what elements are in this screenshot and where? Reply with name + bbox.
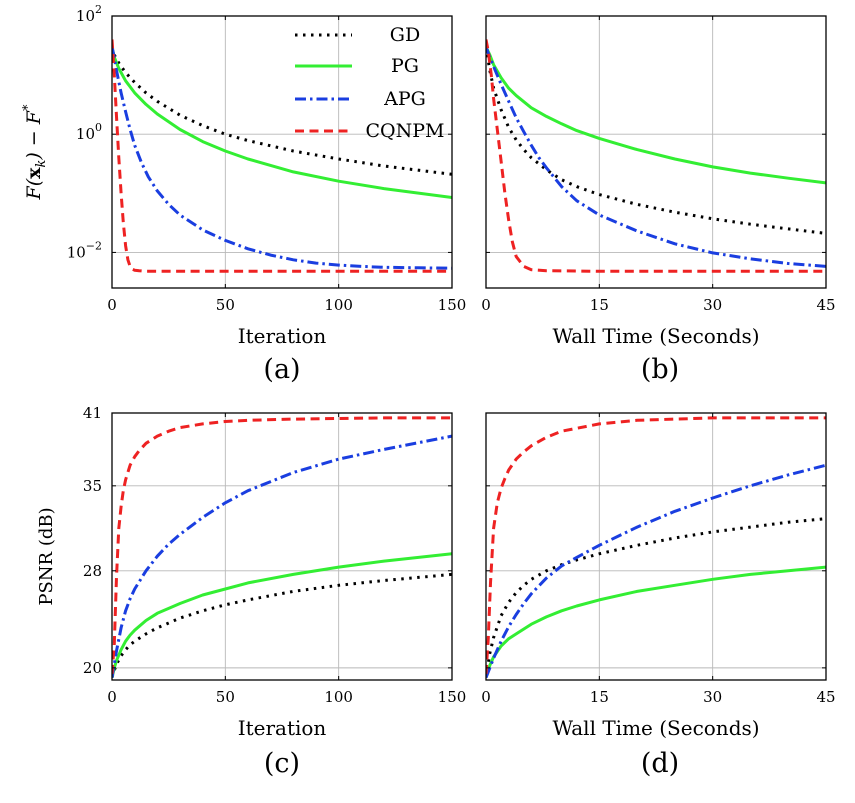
panel-label: (c) (264, 748, 300, 779)
panel-label: (b) (641, 354, 679, 385)
legend-label-apg: APG (383, 88, 426, 110)
series-apg-line (486, 46, 826, 268)
x-tick-label: 0 (481, 296, 491, 314)
x-tick-label: 50 (216, 688, 235, 706)
x-tick-label: 45 (816, 296, 835, 314)
series-gd-line (486, 46, 826, 235)
x-tick-label: 0 (481, 688, 491, 706)
y-tick-label: 35 (83, 477, 102, 495)
x-axis-label: Iteration (238, 324, 327, 348)
panel-a: 0 50 100 150 10−2 100 102 Iteration F(xk) − F* (a… (21, 3, 466, 385)
legend: GD PG APG CQNPM (295, 24, 444, 142)
x-axis-label: Iteration (238, 716, 327, 740)
panel-label: (a) (263, 354, 300, 385)
x-tick-label: 100 (324, 688, 353, 706)
x-tick-label: 30 (703, 688, 722, 706)
series-pg-line (486, 565, 826, 679)
panel-b: 0 15 30 45 Wall Time (Seconds) (b) (481, 15, 836, 385)
legend-label-pg: PG (391, 55, 419, 77)
x-tick-label: 0 (107, 296, 117, 314)
series-gd-line (112, 46, 452, 176)
plot-frame (111, 412, 453, 681)
grid (486, 413, 826, 680)
series-apg-line (486, 463, 826, 679)
plot-frame (485, 412, 827, 681)
x-axis-label: Wall Time (Seconds) (552, 716, 759, 740)
x-tick-label: 45 (816, 688, 835, 706)
plot-frame (111, 15, 453, 289)
series-cqnpm-line (112, 416, 452, 675)
x-tick-label: 100 (324, 296, 353, 314)
series-apg-line (112, 46, 452, 270)
x-tick-label: 15 (590, 688, 609, 706)
series-cqnpm-line (486, 39, 826, 273)
series-pg-line (112, 552, 452, 678)
y-tick-label: 10−2 (67, 239, 102, 261)
grid (112, 413, 452, 680)
series-pg-line (112, 46, 452, 199)
x-tick-label: 150 (438, 296, 467, 314)
legend-label-gd: GD (390, 24, 420, 46)
panel-label: (d) (641, 748, 679, 779)
y-tick-label: 28 (83, 562, 102, 580)
grid (486, 16, 826, 288)
y-tick-label: 102 (76, 3, 102, 25)
panel-d: 0 15 30 45 Wall Time (Seconds) (d) (481, 412, 836, 779)
series-gd-line (112, 572, 452, 679)
series-pg-line (486, 46, 826, 185)
x-tick-label: 150 (438, 688, 467, 706)
plot-frame (485, 15, 827, 289)
series-cqnpm-line (486, 416, 826, 674)
x-tick-label: 0 (107, 688, 117, 706)
y-tick-label: 100 (76, 121, 102, 143)
x-axis-label: Wall Time (Seconds) (552, 324, 759, 348)
panel-c: 0 50 100 150 20 28 35 41 Iteration PSNR (dB) (c) (36, 404, 466, 779)
series-apg-line (112, 434, 452, 678)
x-tick-label: 15 (590, 296, 609, 314)
y-axis-label: PSNR (dB) (36, 507, 57, 605)
x-tick-label: 30 (703, 296, 722, 314)
x-tick-label: 50 (216, 296, 235, 314)
y-tick-label: 20 (83, 659, 102, 677)
y-axis-label: F(xk) − F* (21, 104, 49, 200)
legend-label-cqnpm: CQNPM (366, 120, 445, 142)
series-gd-line (486, 517, 826, 678)
y-tick-label: 41 (83, 404, 102, 422)
